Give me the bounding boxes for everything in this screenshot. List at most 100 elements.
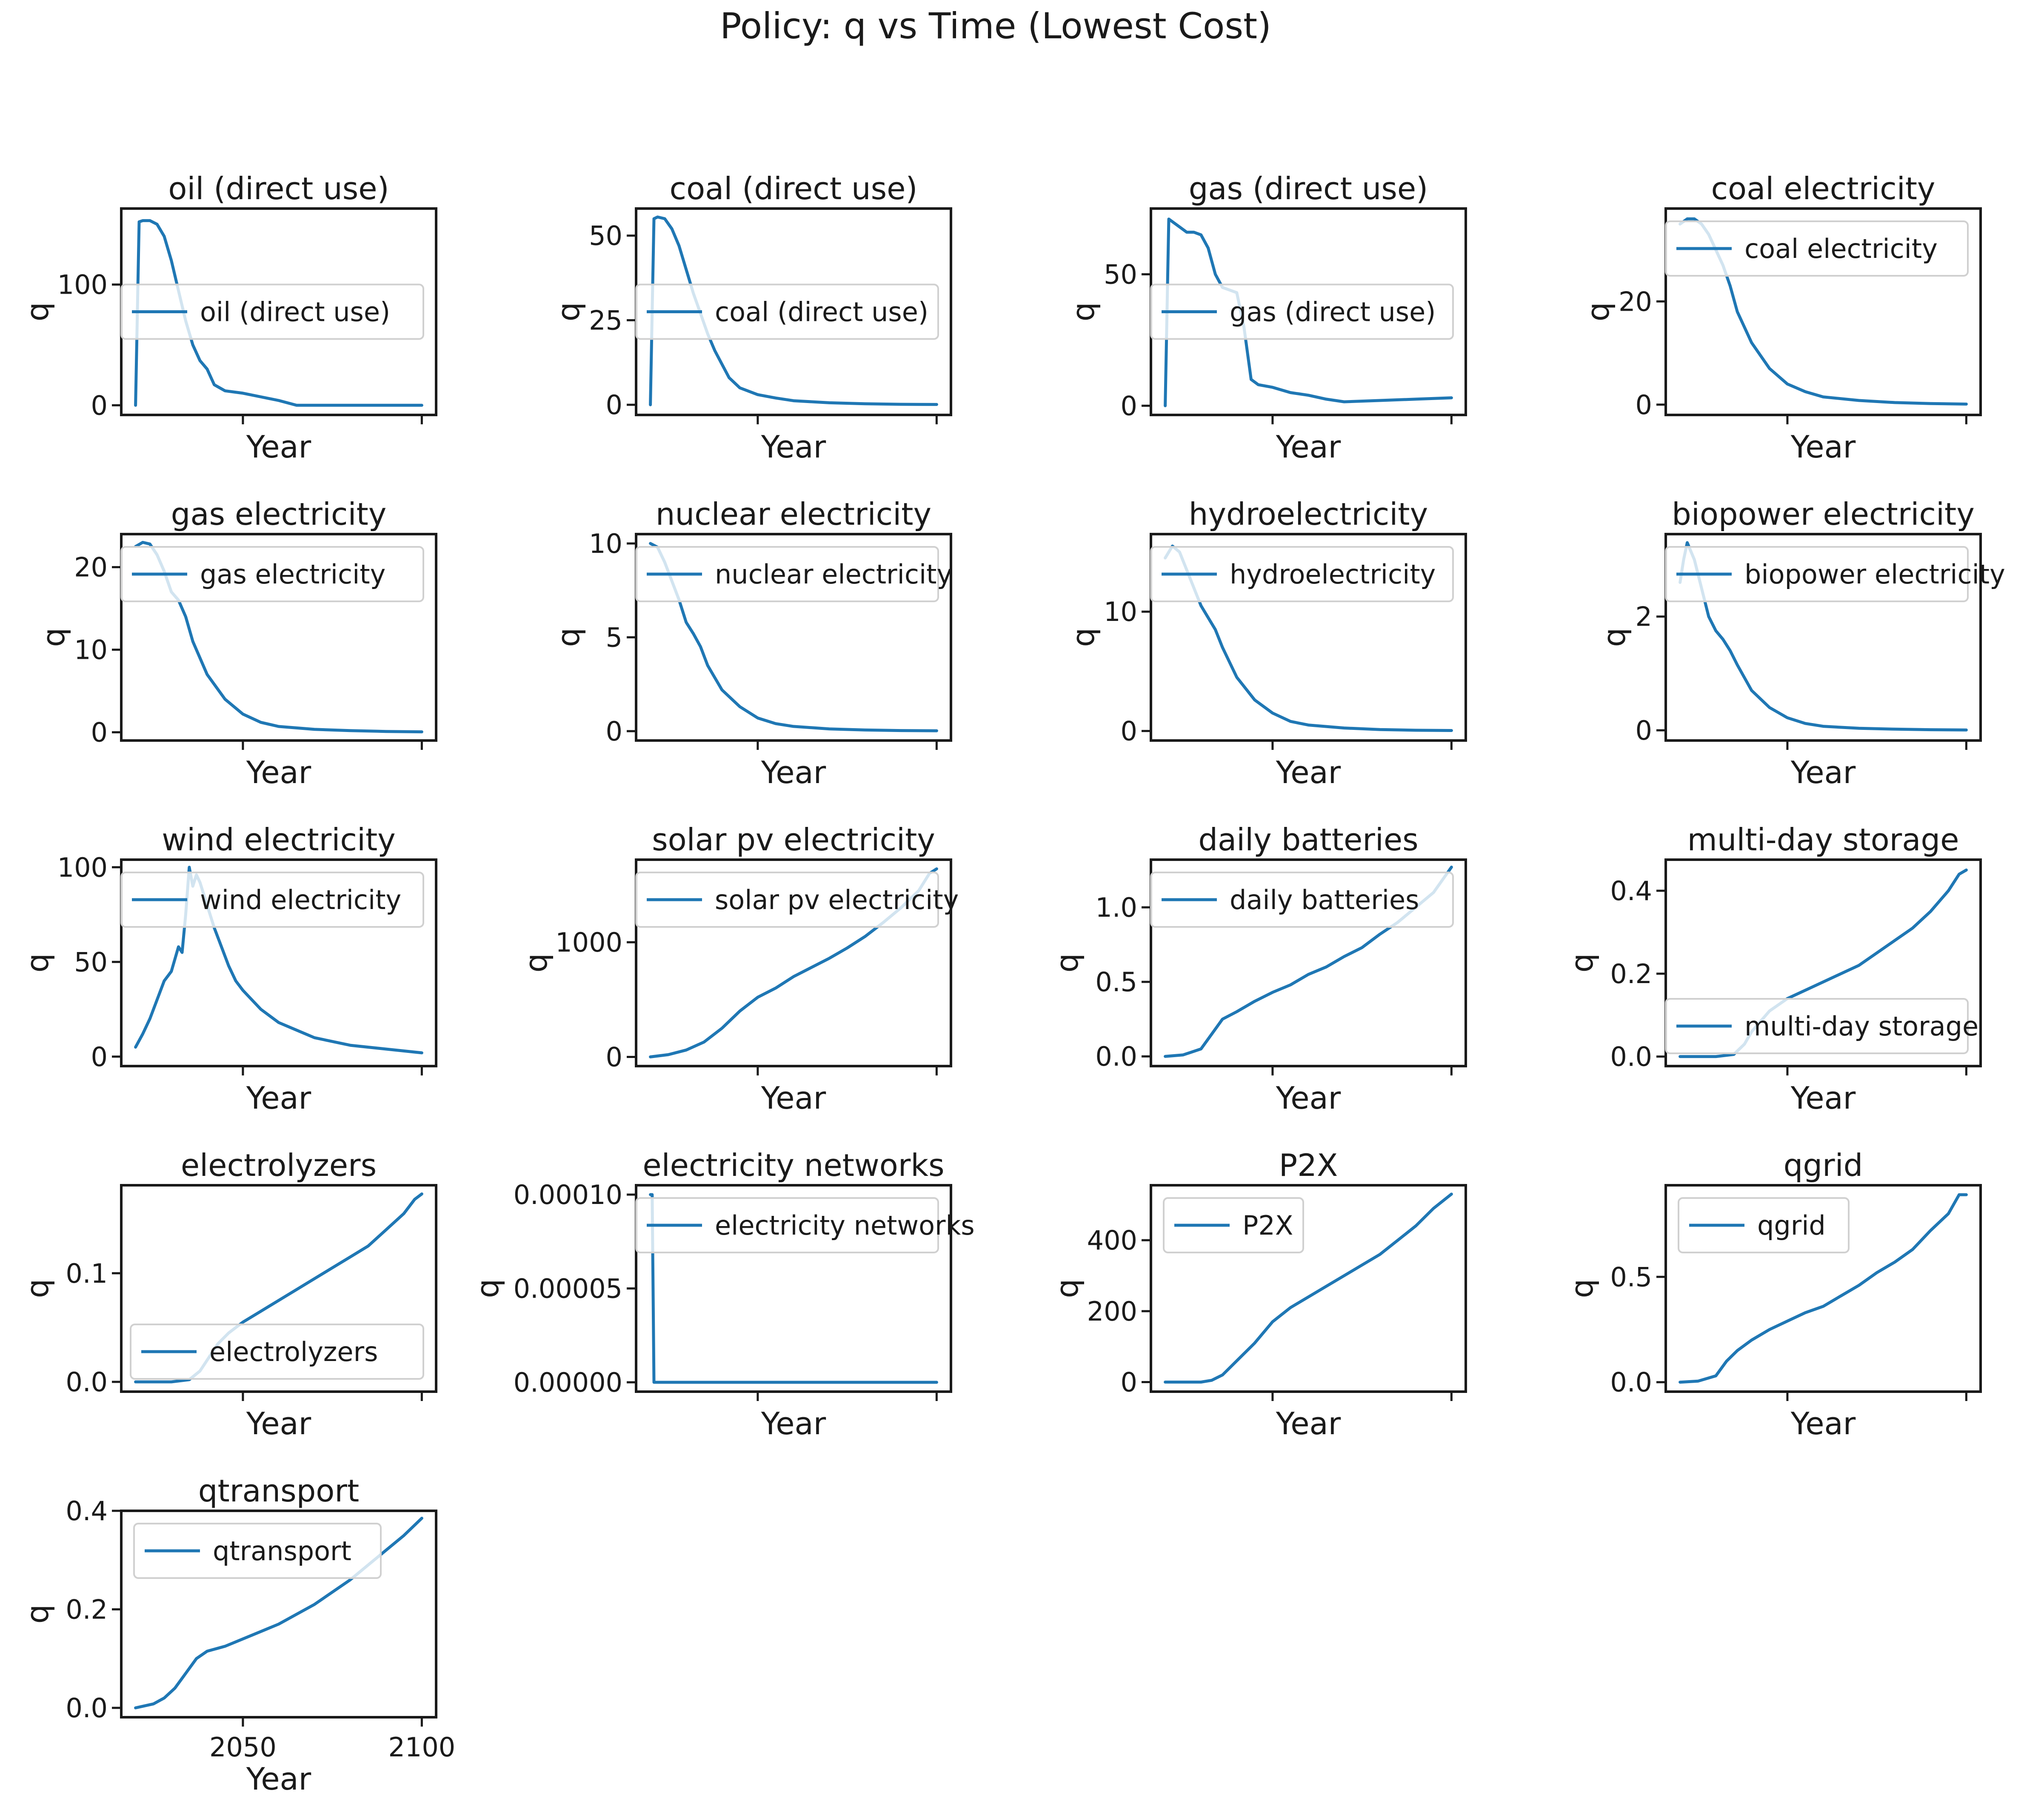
subplot-title: multi-day storage	[1687, 822, 1959, 858]
subplot: biopower electricity 0 2 Year q biopower elec…	[1596, 496, 2005, 790]
legend: coal (direct use)	[635, 283, 939, 340]
legend: coal electricity	[1665, 220, 1969, 277]
y-tick-label: 0.4	[1610, 875, 1652, 906]
legend-label: multi-day storage	[1744, 1011, 1978, 1042]
y-tick-label: 100	[57, 269, 108, 300]
y-tick-label: 100	[57, 852, 108, 883]
subplot-title: coal electricity	[1711, 171, 1935, 206]
legend: daily batteries	[1150, 872, 1454, 928]
legend: multi-day storage	[1665, 998, 1978, 1054]
legend-label: hydroelectricity	[1230, 559, 1436, 590]
x-axis-label: Year	[1790, 755, 1856, 790]
y-tick-label: 0.2	[66, 1594, 108, 1625]
y-axis-label: q	[551, 628, 586, 647]
legend-box	[635, 1197, 939, 1253]
y-tick-label: 0	[606, 1041, 622, 1072]
legend: solar pv electricity	[635, 872, 959, 928]
series-line	[1164, 1192, 1453, 1384]
y-tick-label: 0.4	[66, 1495, 108, 1527]
subplot-title: P2X	[1279, 1147, 1338, 1183]
legend-box	[635, 283, 939, 340]
y-tick-label: 25	[589, 305, 622, 336]
y-axis-label: q	[36, 628, 71, 647]
x-axis-label: Year	[246, 1406, 311, 1441]
x-axis-label: Year	[1276, 755, 1341, 790]
y-axis-label: q	[1065, 302, 1101, 322]
x-axis-label: Year	[761, 1406, 826, 1441]
legend: P2X	[1163, 1197, 1304, 1253]
plot-frame	[1664, 1184, 1982, 1393]
y-tick-label: 0.00010	[514, 1179, 622, 1210]
y-axis-label: q	[20, 953, 55, 973]
y-tick-label: 0.0	[66, 1693, 108, 1724]
x-axis-label: Year	[246, 755, 311, 790]
x-tick-label: 2050	[209, 1732, 277, 1763]
y-axis-label: q	[20, 302, 55, 322]
subplot-title: gas electricity	[171, 496, 387, 532]
y-tick-label: 1000	[555, 927, 622, 958]
legend-label: solar pv electricity	[715, 884, 959, 915]
y-axis-label: q	[20, 1604, 55, 1624]
y-tick-label: 2	[1636, 601, 1652, 632]
y-tick-label: 1.0	[1095, 892, 1137, 923]
y-axis-label: q	[20, 1279, 55, 1298]
subplot: wind electricity 0 50 100 Year q wind electric…	[20, 822, 437, 1116]
x-axis-label: Year	[1790, 429, 1856, 465]
legend-box	[1665, 546, 1969, 602]
y-axis-label: q	[1049, 1279, 1085, 1298]
legend-label: nuclear electricity	[715, 559, 952, 590]
series-line	[134, 219, 423, 407]
subplot-title: gas (direct use)	[1189, 171, 1428, 206]
legend-label: electrolyzers	[209, 1336, 378, 1367]
y-tick-label: 200	[1087, 1296, 1137, 1327]
subplot-title: electricity networks	[642, 1147, 944, 1183]
y-tick-label: 0	[1121, 390, 1137, 421]
plot-frame	[120, 1510, 437, 1718]
legend-label: P2X	[1242, 1210, 1293, 1241]
x-axis-label: Year	[246, 429, 311, 465]
y-tick-label: 0.5	[1095, 966, 1137, 998]
subplot: qtransport 0.0 0.2 0.4 2050 2100 Year q qtranspo…	[20, 1473, 455, 1797]
y-tick-label: 20	[74, 552, 108, 583]
x-axis-label: Year	[761, 1080, 826, 1116]
legend: gas (direct use)	[1150, 283, 1454, 340]
y-tick-label: 0.0	[1610, 1041, 1652, 1072]
plot-frame	[1664, 207, 1982, 416]
legend-box	[130, 1324, 424, 1380]
y-tick-label: 0.0	[1095, 1041, 1137, 1072]
subplot-title: coal (direct use)	[670, 171, 918, 206]
legend-box	[120, 546, 424, 602]
legend-label: biopower electricity	[1744, 559, 2005, 590]
y-tick-label: 50	[1104, 259, 1137, 290]
y-tick-label: 20	[1619, 286, 1652, 317]
subplot-title: daily batteries	[1198, 822, 1418, 858]
subplot-title: biopower electricity	[1672, 496, 1975, 532]
series-line	[649, 1193, 938, 1384]
y-tick-label: 0.5	[1610, 1261, 1652, 1292]
subplot: daily batteries 0.0 0.5 1.0 Year q daily batte…	[1049, 822, 1467, 1116]
legend-box	[635, 546, 939, 602]
legend-box	[635, 872, 939, 928]
legend-label: electricity networks	[715, 1210, 975, 1241]
y-tick-label: 0	[91, 717, 108, 748]
x-tick-label: 2100	[388, 1732, 455, 1763]
plot-frame	[1150, 533, 1467, 742]
subplot: P2X 0 200 400 Year q P2X	[1049, 1147, 1467, 1441]
legend-label: daily batteries	[1230, 884, 1419, 915]
legend: qgrid	[1678, 1197, 1850, 1253]
y-axis-label: q	[470, 1279, 505, 1298]
subplot-title: solar pv electricity	[652, 822, 935, 858]
legend-box	[1678, 1197, 1850, 1253]
legend: electrolyzers	[130, 1324, 424, 1380]
subplot: coal (direct use) 0 25 50 Year q coal (direct …	[551, 171, 952, 465]
y-tick-label: 5	[606, 622, 622, 653]
y-tick-label: 0	[1636, 389, 1652, 420]
y-tick-label: 0.1	[66, 1258, 108, 1289]
subplot: oil (direct use) 0 100 Year q oil (direct use…	[20, 171, 437, 465]
y-tick-label: 0.0	[1610, 1367, 1652, 1398]
subplot: multi-day storage 0.0 0.2 0.4 Year q multi-day…	[1564, 822, 1982, 1116]
legend-box	[133, 1523, 382, 1579]
legend-label: qgrid	[1757, 1210, 1826, 1241]
y-tick-label: 0	[91, 390, 108, 421]
